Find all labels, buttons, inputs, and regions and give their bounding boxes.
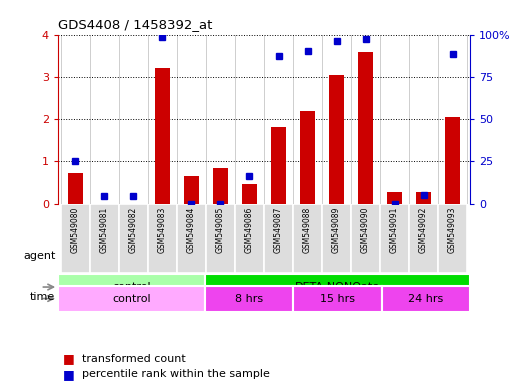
Bar xyxy=(386,192,402,204)
Text: GSM549089: GSM549089 xyxy=(332,206,341,253)
FancyBboxPatch shape xyxy=(206,204,235,273)
Text: GSM549092: GSM549092 xyxy=(419,206,428,253)
Bar xyxy=(357,52,373,204)
Text: 8 hrs: 8 hrs xyxy=(235,293,263,304)
FancyBboxPatch shape xyxy=(235,204,264,273)
Text: transformed count: transformed count xyxy=(82,354,185,364)
Text: ■: ■ xyxy=(63,368,75,381)
Text: time: time xyxy=(30,291,55,302)
Text: GSM549084: GSM549084 xyxy=(187,206,196,253)
FancyBboxPatch shape xyxy=(382,286,470,311)
Text: GDS4408 / 1458392_at: GDS4408 / 1458392_at xyxy=(58,18,212,31)
Bar xyxy=(241,184,258,204)
Text: GSM549090: GSM549090 xyxy=(361,206,370,253)
Bar xyxy=(299,111,316,204)
FancyBboxPatch shape xyxy=(264,204,293,273)
Text: GSM549088: GSM549088 xyxy=(303,206,312,253)
FancyBboxPatch shape xyxy=(90,204,119,273)
Bar xyxy=(184,176,200,204)
Bar xyxy=(328,75,344,204)
FancyBboxPatch shape xyxy=(438,204,467,273)
Text: GSM549080: GSM549080 xyxy=(71,206,80,253)
Text: ■: ■ xyxy=(63,353,75,366)
Text: GSM549081: GSM549081 xyxy=(100,206,109,253)
FancyBboxPatch shape xyxy=(380,204,409,273)
Text: GSM549085: GSM549085 xyxy=(216,206,225,253)
FancyBboxPatch shape xyxy=(205,286,294,311)
Text: GSM549093: GSM549093 xyxy=(448,206,457,253)
Bar xyxy=(68,173,83,204)
Text: control: control xyxy=(112,282,151,292)
FancyBboxPatch shape xyxy=(293,204,322,273)
FancyBboxPatch shape xyxy=(177,204,206,273)
Text: GSM549083: GSM549083 xyxy=(158,206,167,253)
FancyBboxPatch shape xyxy=(351,204,380,273)
Text: GSM549091: GSM549091 xyxy=(390,206,399,253)
Bar xyxy=(155,68,171,204)
FancyBboxPatch shape xyxy=(119,204,148,273)
Bar xyxy=(445,117,460,204)
Text: GSM549082: GSM549082 xyxy=(129,206,138,253)
Text: DETA-NONOate: DETA-NONOate xyxy=(295,282,380,292)
Text: 15 hrs: 15 hrs xyxy=(320,293,355,304)
FancyBboxPatch shape xyxy=(61,204,90,273)
Text: control: control xyxy=(112,293,151,304)
Text: agent: agent xyxy=(23,251,55,262)
Bar xyxy=(212,167,229,204)
FancyBboxPatch shape xyxy=(322,204,351,273)
FancyBboxPatch shape xyxy=(58,274,205,300)
Text: percentile rank within the sample: percentile rank within the sample xyxy=(82,369,270,379)
FancyBboxPatch shape xyxy=(58,286,205,311)
Text: GSM549086: GSM549086 xyxy=(245,206,254,253)
Bar xyxy=(270,127,287,204)
FancyBboxPatch shape xyxy=(205,274,470,300)
Bar xyxy=(416,192,431,204)
FancyBboxPatch shape xyxy=(148,204,177,273)
Text: GSM549087: GSM549087 xyxy=(274,206,283,253)
Text: 24 hrs: 24 hrs xyxy=(408,293,444,304)
FancyBboxPatch shape xyxy=(294,286,382,311)
FancyBboxPatch shape xyxy=(409,204,438,273)
